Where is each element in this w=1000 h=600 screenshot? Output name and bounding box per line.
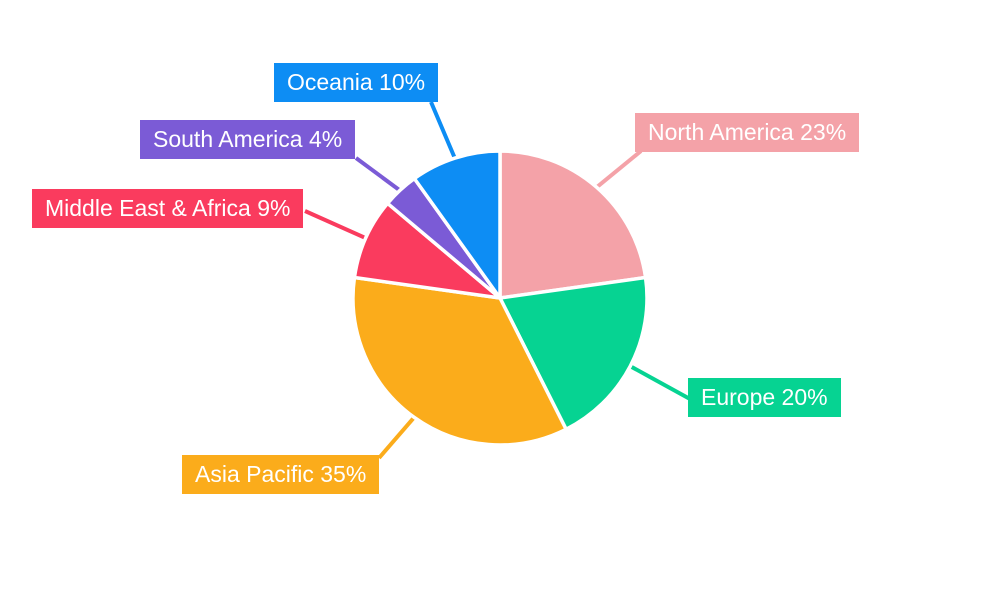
pie-slice-north-america xyxy=(498,149,648,300)
slice-label-middle-east-africa: Middle East & Africa 9% xyxy=(32,189,304,229)
leader-line-oceania xyxy=(429,101,458,161)
pie-slice-europe xyxy=(498,275,649,432)
slice-label-south-america: South America 4% xyxy=(140,120,356,160)
pie-slice-asia-pacific xyxy=(351,275,568,447)
leader-line-south-america xyxy=(354,156,403,194)
slice-label-oceania: Oceania 10% xyxy=(274,63,439,103)
slice-label-asia-pacific: Asia Pacific 35% xyxy=(182,455,380,495)
slice-label-north-america: North America 23% xyxy=(635,113,860,153)
slice-label-europe: Europe 20% xyxy=(688,378,841,418)
leader-line-asia-pacific xyxy=(377,414,418,460)
pie-slice-oceania xyxy=(412,149,502,300)
leader-line-north-america xyxy=(593,149,643,191)
leader-line-middle-east-and-africa xyxy=(304,209,369,241)
leader-line-europe xyxy=(627,363,691,401)
